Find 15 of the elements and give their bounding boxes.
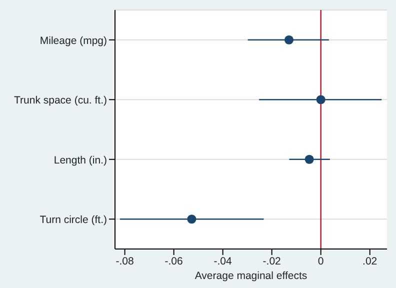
x-axis-title: Average maginal effects: [194, 270, 308, 282]
x-tick-label: -.02: [262, 255, 282, 268]
x-tick-label: -.08: [116, 255, 134, 268]
y-tick-label: Mileage (mpg): [40, 34, 107, 47]
y-tick-label: Length (in.): [54, 154, 107, 166]
y-tick-label: Trunk space (cu. ft.): [14, 94, 107, 107]
point: [304, 154, 314, 164]
y-tick-label: Turn circle (ft.): [40, 214, 107, 226]
x-tick-label: -.04: [214, 255, 232, 268]
x-tick-label: 0: [318, 255, 324, 268]
point: [284, 35, 294, 44]
x-tick-label: -.06: [164, 255, 184, 268]
point: [187, 214, 196, 224]
x-tick-label: .02: [362, 255, 378, 268]
point: [316, 95, 326, 104]
